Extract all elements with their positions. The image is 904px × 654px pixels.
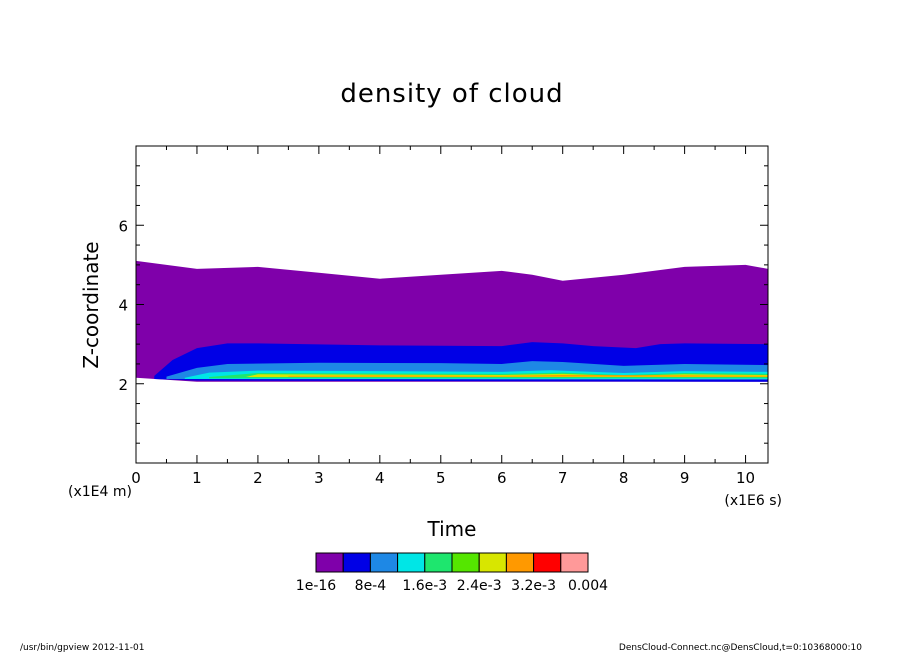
colorbar-label: 8e-4 <box>355 578 387 594</box>
x-tick-label: 0 <box>131 469 141 487</box>
colorbar-label: 3.2e-3 <box>511 578 556 594</box>
colorbar-label: 2.4e-3 <box>457 578 502 594</box>
tick-layer <box>135 145 768 464</box>
x-tick-label: 7 <box>558 469 568 487</box>
x-tick-label: 2 <box>253 469 263 487</box>
colorbar-swatch <box>533 552 562 573</box>
tick-label-layer: 0 1 2 3 4 5 6 7 8 9 10 2 4 6 <box>118 217 755 487</box>
y-tick-label: 2 <box>118 376 128 394</box>
colorbar-swatch <box>451 552 480 573</box>
x-tick-label: 1 <box>192 469 202 487</box>
contour-layer <box>136 260 769 382</box>
y-unit-label: (x1E4 m) <box>68 484 132 500</box>
chart-title: density of cloud <box>340 79 563 109</box>
x-tick-label: 8 <box>619 469 629 487</box>
y-tick-label: 6 <box>118 217 128 235</box>
y-tick-label: 4 <box>118 297 128 315</box>
footer-left-text: /usr/bin/gpview 2012-11-01 <box>20 643 144 653</box>
colorbar-label: 0.004 <box>568 578 608 594</box>
x-tick-label: 5 <box>436 469 446 487</box>
colorbar-swatch <box>424 552 453 573</box>
x-tick-label: 10 <box>736 469 755 487</box>
colorbar-swatch <box>397 552 426 573</box>
colorbar-labels: 1e-16 8e-4 1.6e-3 2.4e-3 3.2e-3 0.004 <box>296 578 608 594</box>
x-unit-label: (x1E6 s) <box>724 493 782 509</box>
x-tick-label: 4 <box>375 469 385 487</box>
colorbar-swatch <box>369 552 399 573</box>
y-axis-label: Z-coordinate <box>79 241 103 368</box>
footer-right-text: DensCloud-Connect.nc@DensCloud,t=0:10368… <box>619 643 862 653</box>
colorbar-swatch <box>342 552 371 573</box>
x-axis-label: Time <box>427 517 477 541</box>
x-tick-label: 3 <box>314 469 324 487</box>
colorbar-swatch <box>315 552 344 573</box>
colorbar-swatch <box>560 552 589 573</box>
colorbar-label: 1.6e-3 <box>402 578 447 594</box>
colorbar-swatch <box>505 552 535 573</box>
x-tick-label: 6 <box>497 469 507 487</box>
colorbar-label: 1e-16 <box>296 578 336 594</box>
colorbar-swatch <box>478 552 507 573</box>
contour-band-7 <box>288 375 768 377</box>
colorbar <box>315 552 589 573</box>
x-tick-label: 9 <box>680 469 690 487</box>
